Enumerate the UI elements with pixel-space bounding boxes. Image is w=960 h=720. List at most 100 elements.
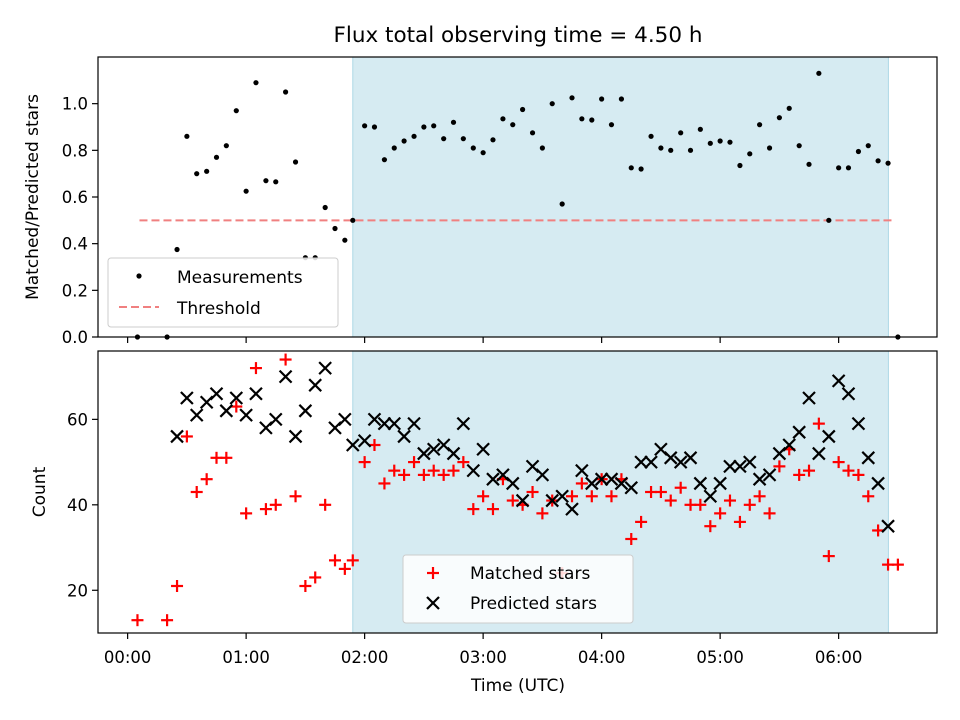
measurement-point [204,168,210,174]
measurement-point [174,246,180,253]
matched-star-point [329,554,342,567]
measurement-point [213,154,220,160]
predicted-star-stroke-b [367,412,382,427]
predicted-star-stroke-b [742,455,757,469]
measurement-point [529,130,536,136]
matched-star-point [664,494,677,507]
matched-star-point [447,464,460,477]
top-panel: 0.0 0.2 0.4 0.6 0.8 1.0 Matched/Predicted sta… [23,56,938,347]
predicted-star-point [466,463,481,478]
predicted-star-stroke-b [426,442,441,457]
predicted-star-point [851,416,866,431]
predicted-star-point [663,451,678,465]
matched-star-point [259,503,272,516]
top-y-tick-label: 0.8 [62,141,88,160]
predicted-star-stroke-b [663,451,678,465]
measurement-point [233,108,239,114]
predicted-star-stroke-b [338,412,352,427]
measurement-point [194,171,200,177]
bottom-legend: Matched stars Predicted stars [402,554,634,624]
predicted-star-point [249,386,263,401]
bottom-x-tick-label: 04:00 [578,648,626,667]
predicted-star-point [802,391,816,405]
measurement-point [579,116,585,122]
predicted-star-stroke-b [614,476,629,491]
predicted-star-stroke-b [644,455,658,469]
matched-star-point [506,494,519,507]
measurement-point [826,217,832,223]
predicted-star-stroke-b [812,446,826,461]
top-legend: Measurements Threshold [107,257,339,328]
measurement-point [618,96,625,102]
predicted-star-stroke-b [436,438,451,452]
top-legend-box [107,257,339,328]
measurement-point [589,117,595,123]
bottom-y-tick-label: 20 [67,581,88,600]
predicted-star-point [545,493,559,508]
measurement-point [282,89,289,95]
top-y-tick-label: 1.0 [62,95,88,114]
matched-star-point [309,571,322,584]
measurement-point [678,130,684,136]
measurement-point [431,123,437,129]
predicted-star-stroke-b [654,442,668,457]
predicted-star-stroke-b [505,476,520,491]
predicted-star-point [723,459,737,474]
measurement-point [747,151,753,157]
legend-matched-marker [427,567,439,579]
measurement-point [875,158,881,164]
predicted-star-stroke-b [713,476,727,491]
predicted-star-point [594,472,609,486]
measurement-point [865,143,871,149]
predicted-star-stroke-b [318,361,332,375]
matched-star-point [536,507,549,520]
matched-star-point [230,400,243,413]
predicted-star-stroke-b [575,463,589,478]
measurement-point [322,204,328,211]
matched-star-point [704,520,717,533]
matched-star-point [635,515,648,528]
measurement-point [500,116,506,122]
predicted-star-point [209,386,224,401]
matched-star-point [753,490,766,503]
top-y-axis-label: Matched/Predicted stars [23,94,43,300]
predicted-star-stroke-b [673,455,688,469]
matched-star-point [279,353,292,366]
predicted-star-point [486,472,500,486]
predicted-star-stroke-b [268,412,283,427]
matched-star-point [694,498,707,511]
predicted-star-point [693,476,708,491]
legend-measurements-label: Measurements [177,268,303,288]
bottom-legend-box [402,554,634,624]
matched-star-point [398,468,411,481]
matched-star-point [605,490,618,503]
predicted-star-point [515,493,530,508]
predicted-star-stroke-b [693,476,708,491]
matched-star-point [714,507,727,520]
measurement-point [697,126,703,132]
measurement-point [845,165,852,171]
predicted-star-stroke-b [723,459,737,474]
measurement-point [717,138,723,144]
measurement-point [668,147,674,153]
legend-matched-label: Matched stars [470,564,590,584]
predicted-star-point [338,412,352,427]
predicted-star-point [614,476,629,491]
predicted-star-stroke-b [594,472,609,486]
bottom-x-tick-label: 01:00 [222,648,270,667]
predicted-star-stroke-b [278,369,293,384]
predicted-star-stroke-b [822,429,836,444]
predicted-star-stroke-b [782,438,797,452]
matched-star-point [417,468,430,481]
legend-predicted-label: Predicted stars [470,594,597,614]
matched-star-point [346,554,359,567]
measurement-point [273,179,279,185]
matched-star-point [319,498,332,511]
predicted-star-stroke-b [486,472,500,486]
matched-star-point [378,477,391,490]
measurement-point [450,119,457,125]
matched-star-point [486,503,499,516]
predicted-star-stroke-b [496,468,510,482]
predicted-star-point [505,476,520,491]
